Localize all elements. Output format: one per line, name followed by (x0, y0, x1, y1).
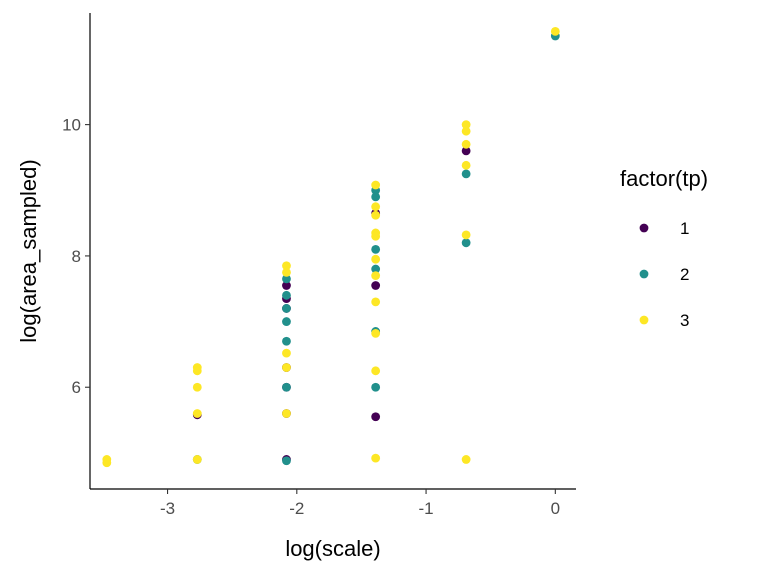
data-point-tp-3 (282, 409, 291, 418)
data-point-tp-3 (461, 160, 471, 170)
data-point-tp-3 (371, 297, 381, 307)
data-point-tp-2 (282, 382, 291, 392)
data-point-tp-3 (282, 267, 291, 277)
data-point-tp-3 (371, 210, 381, 220)
data-point-tp-1 (371, 281, 381, 290)
data-point-tp-2 (282, 290, 291, 300)
legend-key-3 (639, 315, 649, 325)
data-point-tp-3 (371, 328, 381, 338)
x-axis-title: log(scale) (285, 536, 380, 561)
data-point-tp-3 (192, 455, 202, 464)
data-point-tp-3 (461, 230, 471, 240)
data-point-tp-2 (461, 169, 471, 179)
x-tick-label: -2 (289, 499, 304, 518)
x-tick-label: 0 (551, 499, 560, 518)
data-point-tp-2 (282, 317, 291, 326)
legend: factor(tp) 1 2 3 (620, 166, 708, 330)
data-point-tp-3 (282, 261, 291, 271)
data-point-tp-3 (192, 366, 202, 376)
y-axis-title: log(area_sampled) (16, 159, 41, 342)
data-point-tp-3 (282, 363, 291, 372)
data-point-tp-3 (461, 120, 471, 130)
x-tick-label: -1 (419, 499, 434, 518)
data-point-tp-2 (461, 238, 471, 248)
legend-title: factor(tp) (620, 166, 708, 191)
data-point-tp-2 (371, 244, 381, 254)
data-point-tp-3 (461, 126, 471, 136)
data-point-tp-3 (371, 231, 381, 241)
data-point-tp-2 (371, 382, 381, 392)
legend-label-1: 1 (680, 219, 689, 238)
y-axis-ticks: 6 8 10 (62, 116, 90, 397)
x-tick-label: -3 (160, 499, 175, 518)
data-point-tp-3 (461, 139, 471, 149)
y-tick-label: 6 (72, 378, 81, 397)
data-point-tp-2 (282, 274, 291, 284)
data-point-tp-1 (371, 412, 381, 422)
data-point-tp-2 (371, 192, 381, 202)
data-point-tp-3 (192, 409, 202, 418)
data-point-tp-2 (282, 456, 291, 466)
data-point-tp-3 (461, 455, 471, 464)
data-point-tp-3 (371, 180, 381, 190)
data-point-tp-3 (282, 348, 291, 358)
data-point-tp-2 (282, 304, 291, 313)
legend-label-2: 2 (680, 265, 689, 284)
points-layer (102, 26, 560, 468)
legend-label-3: 3 (680, 311, 689, 330)
data-point-tp-3 (371, 254, 381, 264)
data-point-tp-1 (282, 281, 291, 290)
y-tick-label: 8 (72, 247, 81, 266)
data-point-tp-2 (282, 336, 291, 346)
data-point-tp-1 (461, 146, 471, 156)
y-tick-label: 10 (62, 116, 81, 135)
data-point-tp-2 (371, 264, 381, 274)
data-point-tp-3 (371, 202, 381, 212)
legend-key-1 (639, 223, 649, 233)
data-point-tp-3 (371, 453, 381, 463)
data-point-tp-3 (371, 271, 381, 281)
legend-key-2 (639, 269, 649, 279)
x-axis-ticks: -3 -2 -1 0 (160, 489, 560, 518)
data-point-tp-3 (550, 26, 560, 36)
data-point-tp-3 (102, 458, 112, 468)
data-point-tp-3 (371, 366, 381, 376)
data-point-tp-3 (192, 382, 202, 392)
